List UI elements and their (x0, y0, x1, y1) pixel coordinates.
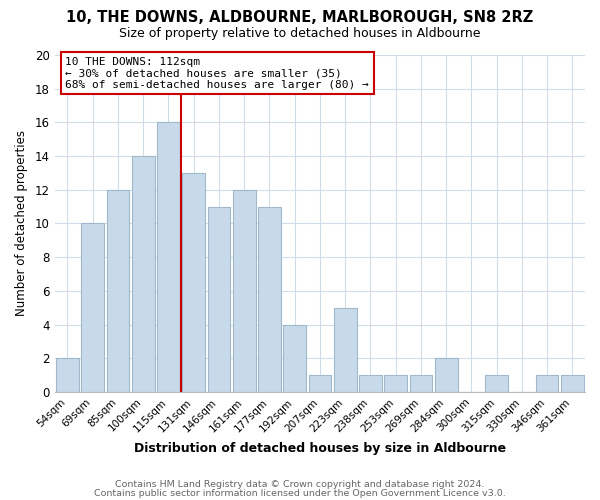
Bar (233, 190, 256, 392)
Bar (258, 206, 281, 392)
Bar (384, 375, 407, 392)
Bar (157, 122, 180, 392)
Text: 10, THE DOWNS, ALDBOURNE, MARLBOROUGH, SN8 2RZ: 10, THE DOWNS, ALDBOURNE, MARLBOROUGH, S… (67, 10, 533, 25)
X-axis label: Distribution of detached houses by size in Aldbourne: Distribution of detached houses by size … (134, 442, 506, 455)
Bar (485, 375, 508, 392)
Bar (359, 375, 382, 392)
Bar (283, 324, 306, 392)
Bar (308, 375, 331, 392)
Y-axis label: Number of detached properties: Number of detached properties (15, 130, 28, 316)
Bar (208, 206, 230, 392)
Bar (410, 375, 432, 392)
Bar (132, 156, 155, 392)
Bar (182, 173, 205, 392)
Bar (82, 224, 104, 392)
Bar (561, 375, 584, 392)
Text: 10 THE DOWNS: 112sqm
← 30% of detached houses are smaller (35)
68% of semi-detac: 10 THE DOWNS: 112sqm ← 30% of detached h… (65, 56, 369, 90)
Text: Contains HM Land Registry data © Crown copyright and database right 2024.: Contains HM Land Registry data © Crown c… (115, 480, 485, 489)
Bar (334, 308, 356, 392)
Bar (56, 358, 79, 392)
Text: Size of property relative to detached houses in Aldbourne: Size of property relative to detached ho… (119, 28, 481, 40)
Bar (536, 375, 559, 392)
Text: Contains public sector information licensed under the Open Government Licence v3: Contains public sector information licen… (94, 488, 506, 498)
Bar (107, 190, 129, 392)
Bar (435, 358, 458, 392)
